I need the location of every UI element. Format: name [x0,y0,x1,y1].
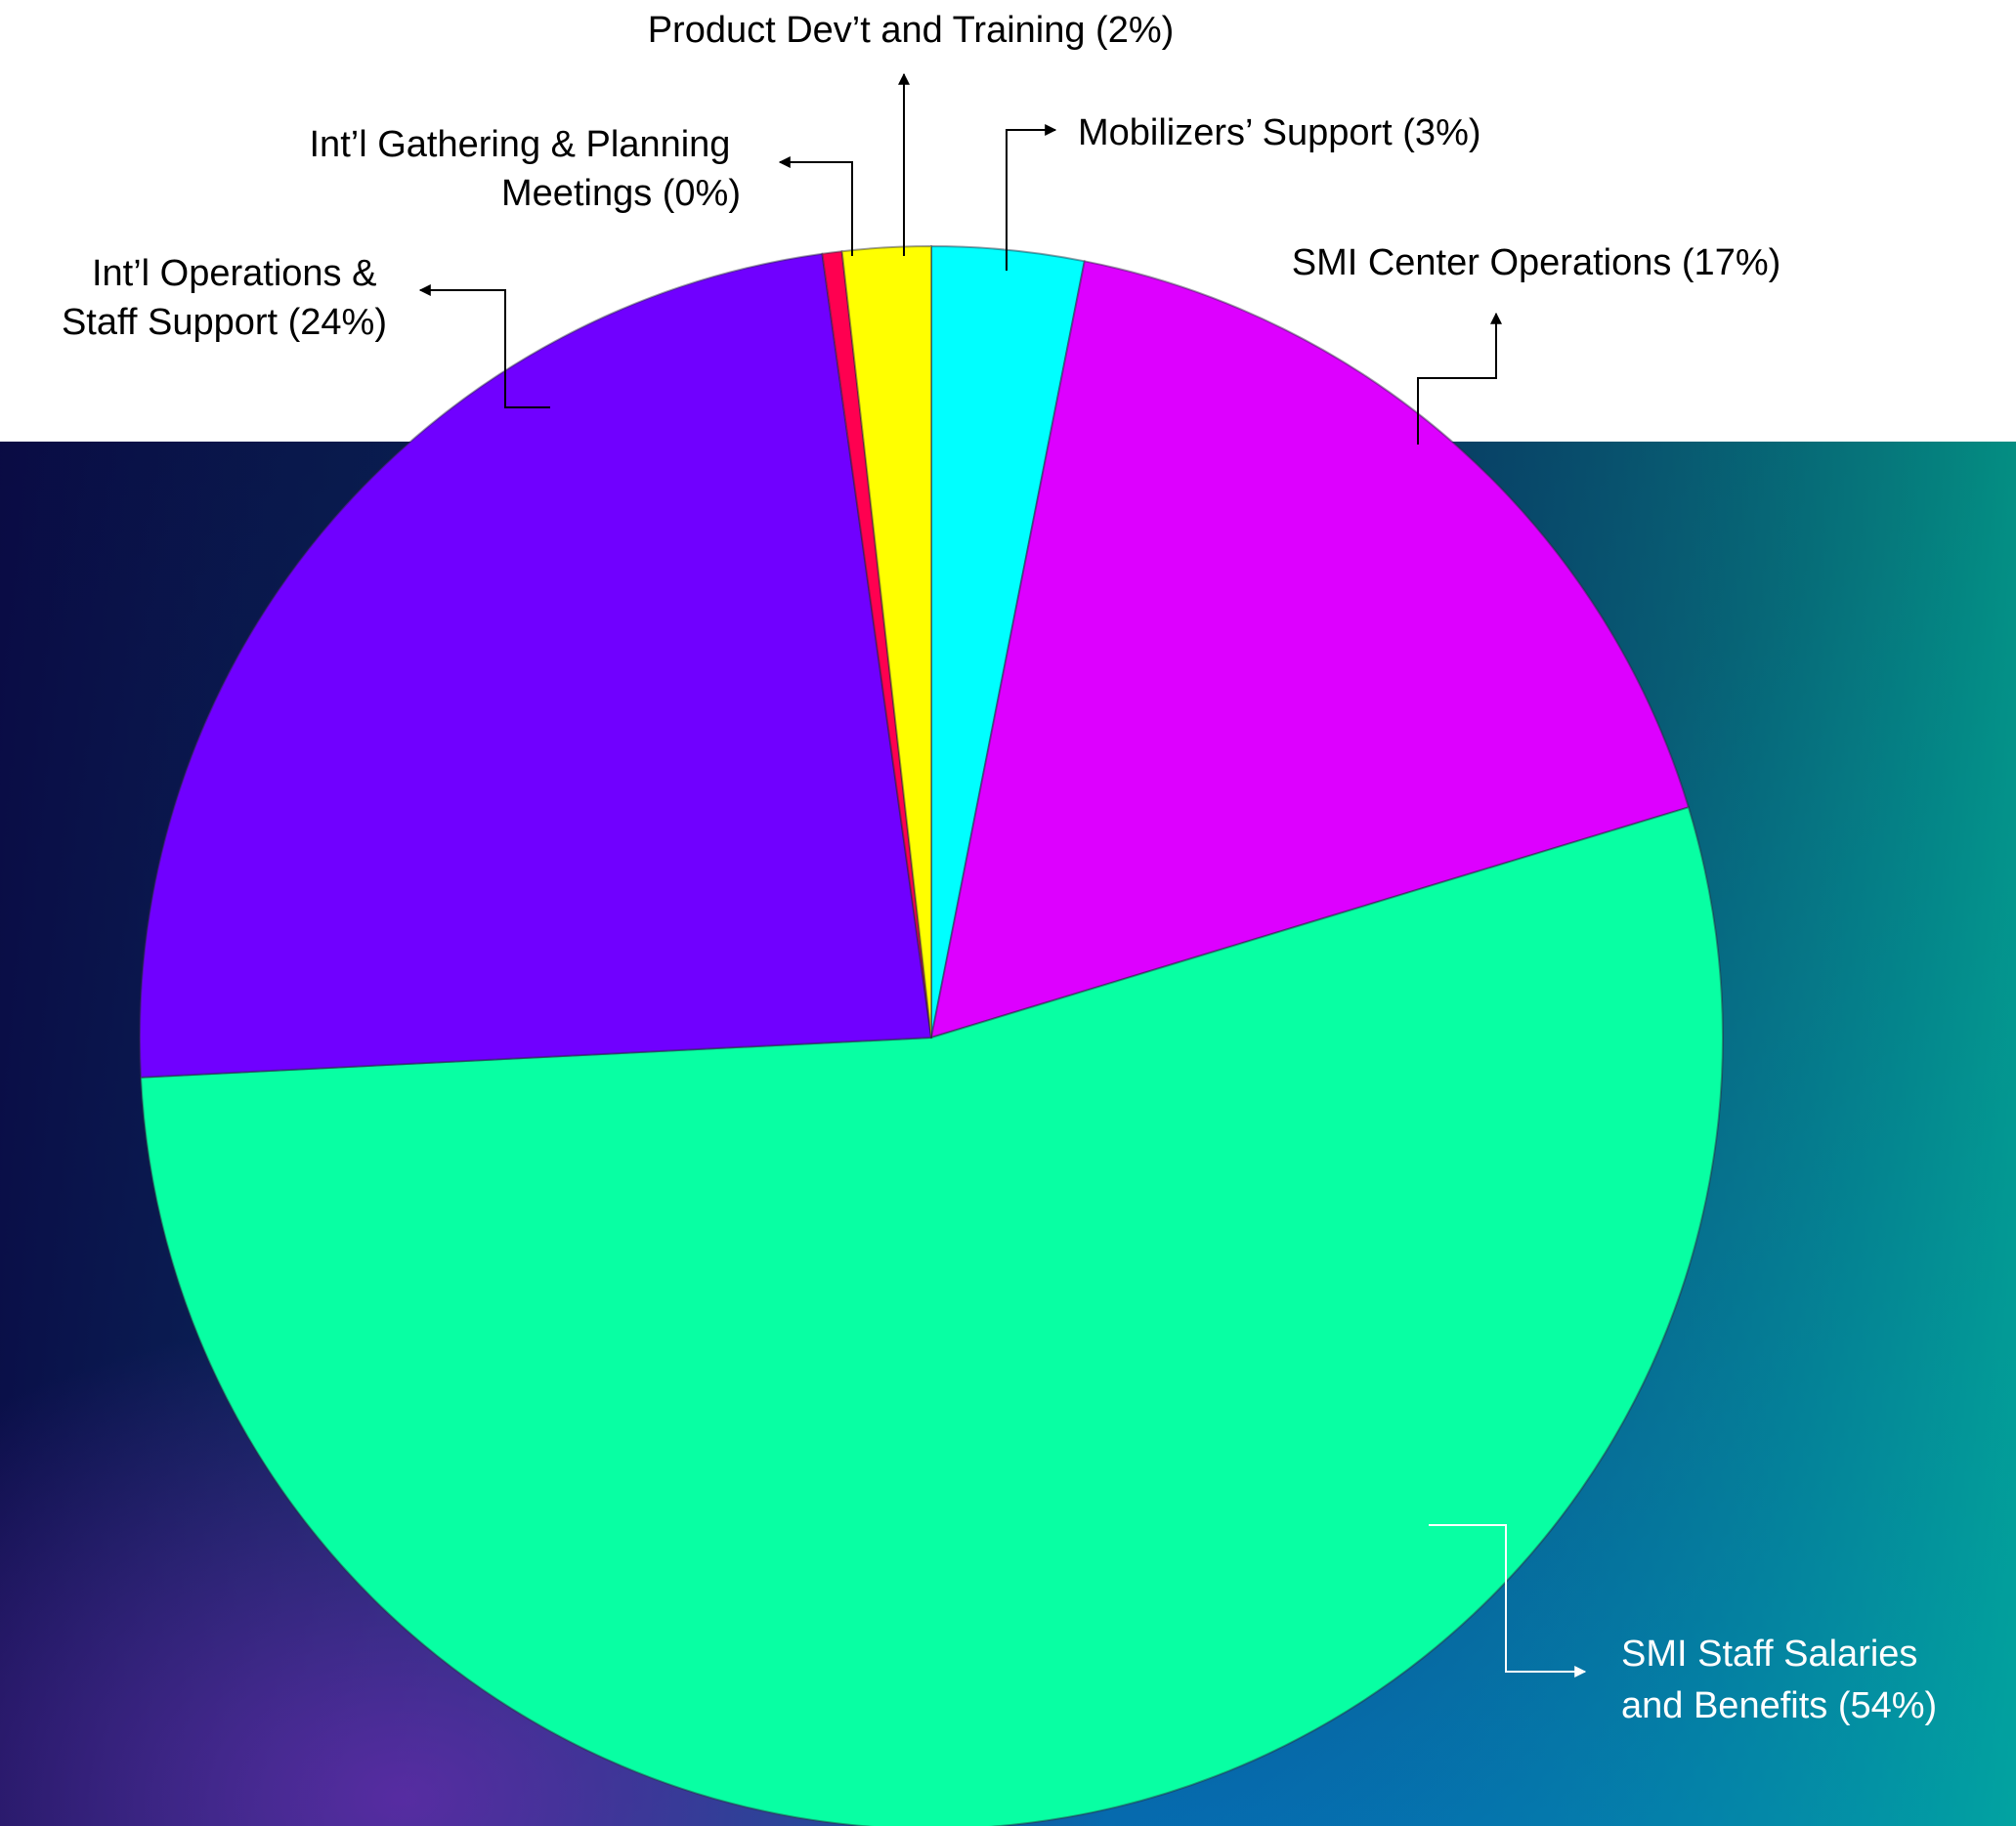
label-operations: Int’l Operations & Staff Support (24%) [62,253,387,343]
slice-labels: Product Dev’t and Training (2%) Mobilize… [62,10,1937,1726]
label-product: Product Dev’t and Training (2%) [648,10,1175,51]
pie-slice-6 [840,245,932,1039]
pie-slice-1 [930,244,1086,1039]
leader-line-center [1417,312,1502,445]
pie-slices [139,244,1724,1826]
label-salaries: SMI Staff Salaries and Benefits (54%) [1621,1634,1937,1726]
pie-slice-2 [930,260,1690,1039]
leader-line-mobilizers [1006,124,1057,271]
label-mobilizers: Mobilizers’ Support (3%) [1078,112,1481,153]
leader-line-operations [418,284,550,408]
leader-lines [418,72,1587,1677]
pie-slice-4 [139,252,932,1079]
pie-slice-3 [140,806,1724,1826]
leader-line-gathering [778,156,853,256]
label-gathering: Int’l Gathering & Planning Meetings (0%) [310,124,742,214]
pie-slice-5 [821,250,932,1039]
label-center: SMI Center Operations (17%) [1292,242,1781,283]
leader-line-salaries [1429,1524,1587,1677]
